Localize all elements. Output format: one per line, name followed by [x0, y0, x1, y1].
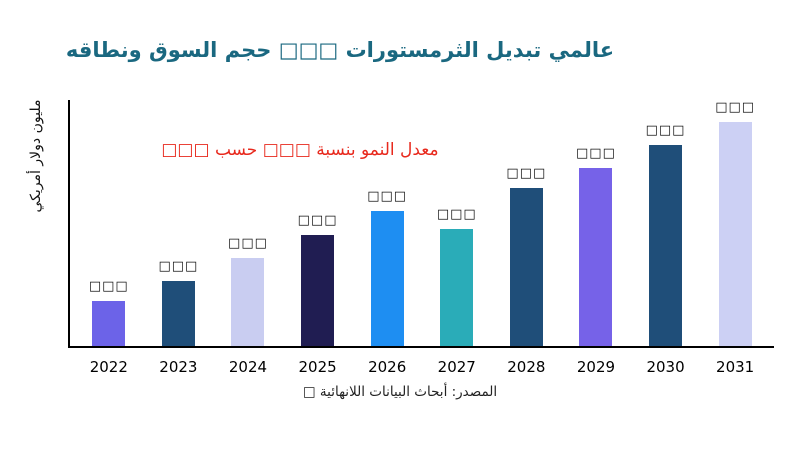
y-axis-label: مليون دولار أمريكي: [28, 99, 44, 213]
bar-column: □□□ 2027: [424, 100, 490, 376]
x-tick-label: 2024: [228, 358, 268, 376]
bar-column: □□□ 2026: [354, 100, 420, 376]
x-tick-label: 2031: [716, 358, 755, 376]
bar: [370, 210, 404, 346]
bar: [301, 235, 335, 346]
bars: □□□ 2022 □□□ 2023 □□□ 2024 □□□ 2025 □□□ …: [70, 100, 774, 376]
bar-column: □□□ 2030: [633, 100, 699, 376]
x-tick-label: 2027: [437, 358, 476, 376]
bar-value-label: □□□: [576, 145, 616, 161]
bar-value-label: □□□: [88, 278, 129, 294]
bar: [231, 257, 265, 346]
bar-value-label: □□□: [436, 206, 477, 222]
bar-column: □□□ 2029: [563, 100, 629, 376]
x-tick-label: 2030: [646, 358, 685, 376]
bar: [440, 228, 474, 346]
bar: [92, 300, 126, 346]
bar-value-label: □□□: [645, 123, 686, 139]
bar: [718, 122, 752, 346]
bar-value-label: □□□: [228, 235, 268, 251]
bar-value-label: □□□: [158, 258, 199, 274]
bar: [579, 167, 613, 346]
chart-title: عالمي تبديل الثرمستورات □□□ حجم السوق ون…: [65, 38, 615, 62]
x-tick-label: 2029: [576, 358, 616, 376]
bar-column: □□□ 2031: [702, 100, 768, 376]
bar-value-label: □□□: [506, 166, 547, 182]
plot-area: □□□ 2022 □□□ 2023 □□□ 2024 □□□ 2025 □□□ …: [68, 100, 774, 376]
bar-value-label: □□□: [715, 100, 756, 115]
bar-value-label: □□□: [367, 188, 408, 204]
bar: [509, 188, 543, 346]
source-note: المصدر: أبحاث البيانات اللانهائية □: [302, 384, 498, 400]
bar-column: □□□ 2025: [285, 100, 351, 376]
bar-column: □□□ 2023: [145, 100, 211, 376]
x-tick-label: 2026: [368, 358, 407, 376]
bar-column: □□□ 2028: [493, 100, 559, 376]
bar: [161, 280, 195, 346]
x-tick-label: 2023: [159, 358, 198, 376]
x-tick-label: 2022: [89, 358, 128, 376]
growth-rate-annotation: معدل النمو بنسبة □□□ حسب □□□: [161, 140, 439, 160]
x-tick-label: 2025: [298, 358, 337, 376]
x-tick-label: 2028: [507, 358, 546, 376]
bar-column: □□□ 2022: [76, 100, 142, 376]
bar: [649, 145, 683, 346]
bar-column: □□□ 2024: [215, 100, 281, 376]
bar-value-label: □□□: [297, 213, 338, 229]
